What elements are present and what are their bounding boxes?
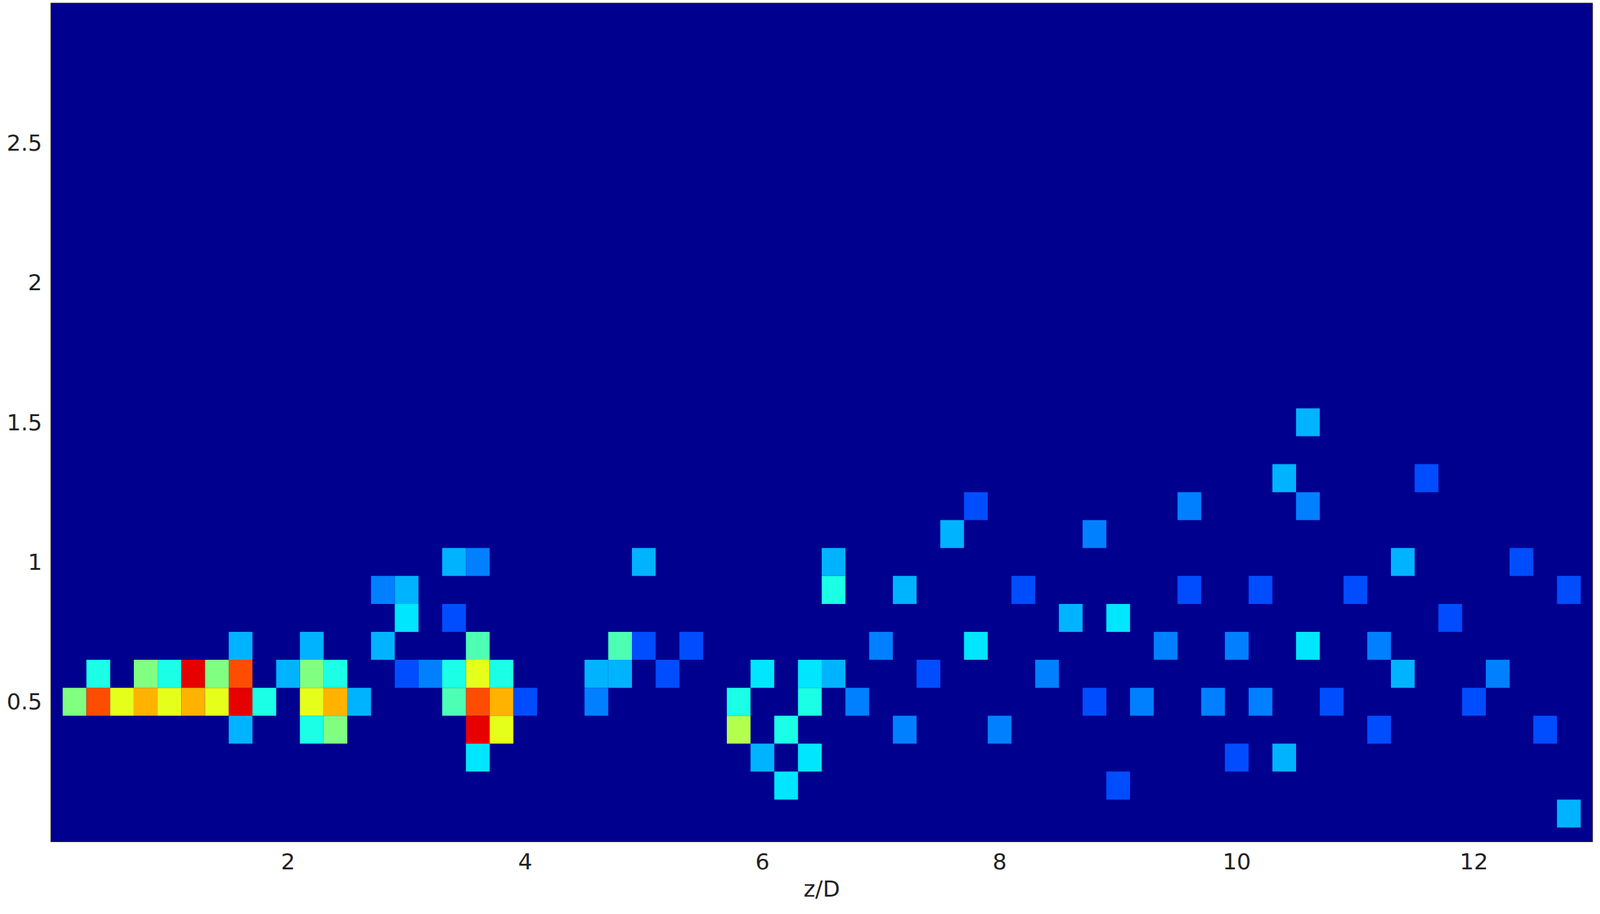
svg-text:1.5: 1.5 <box>6 409 43 436</box>
svg-text:2: 2 <box>280 848 296 875</box>
svg-text:4: 4 <box>517 848 533 875</box>
svg-text:10: 10 <box>1222 848 1251 875</box>
svg-text:1: 1 <box>27 549 43 575</box>
svg-text:6: 6 <box>755 848 770 875</box>
svg-text:0.5: 0.5 <box>6 688 43 715</box>
svg-text:12: 12 <box>1459 848 1489 875</box>
svg-text:2.5: 2.5 <box>6 130 43 156</box>
svg-text:8: 8 <box>992 848 1007 875</box>
svg-text:z/D: z/D <box>803 876 841 902</box>
svg-text:2: 2 <box>27 269 43 296</box>
